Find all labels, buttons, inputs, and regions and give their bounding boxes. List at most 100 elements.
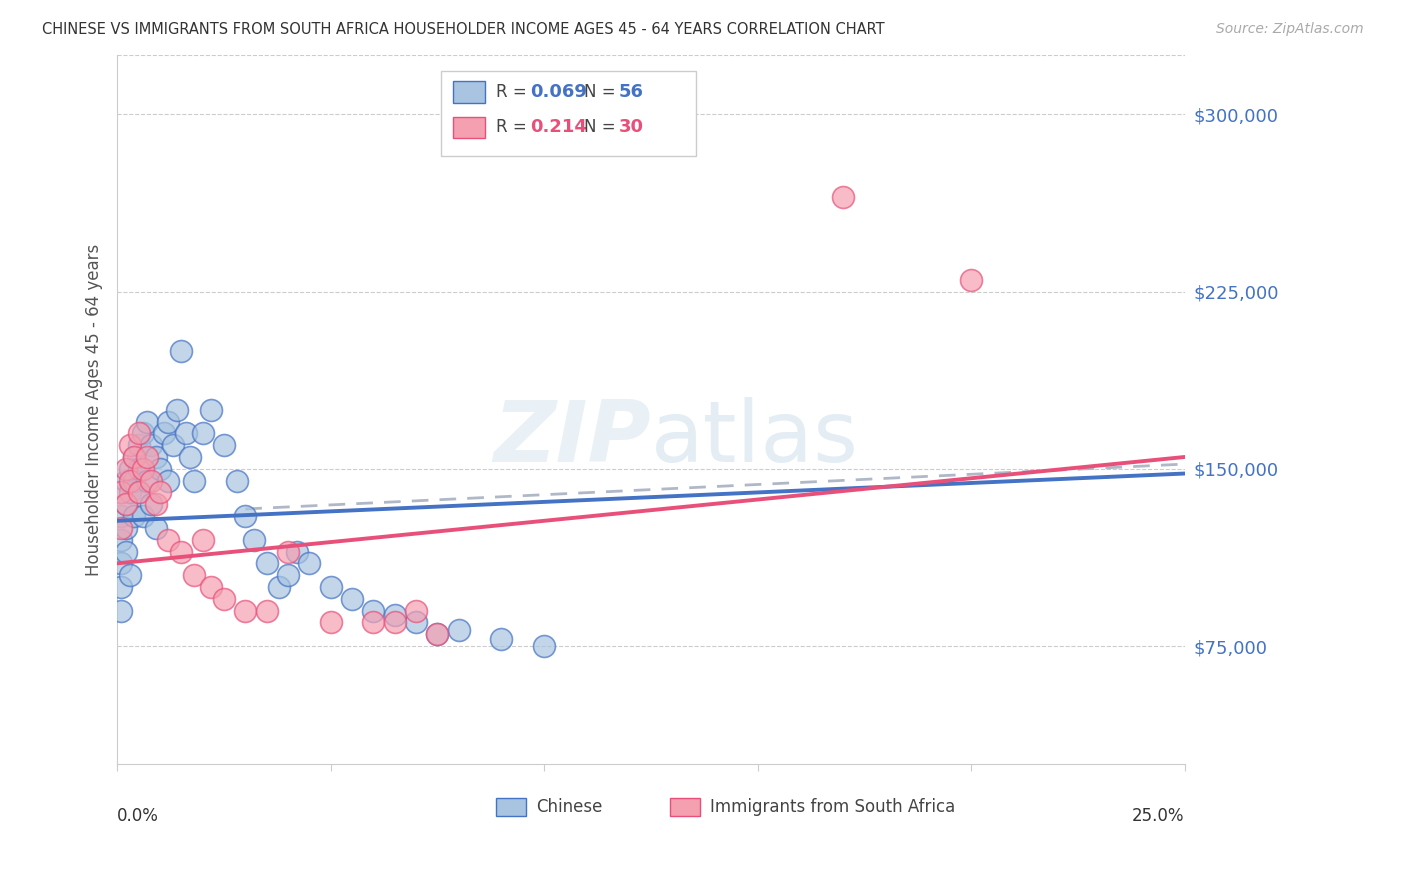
- Point: [491, 632, 513, 646]
- Point: [118, 568, 141, 582]
- Point: [157, 533, 180, 547]
- Point: [319, 580, 342, 594]
- Point: [285, 544, 308, 558]
- Text: N =: N =: [583, 119, 620, 136]
- Point: [118, 462, 141, 476]
- Point: [162, 438, 184, 452]
- Point: [110, 521, 132, 535]
- Point: [118, 438, 141, 452]
- Point: [363, 604, 385, 618]
- Point: [141, 474, 163, 488]
- Point: [256, 557, 278, 571]
- Point: [114, 544, 136, 558]
- FancyBboxPatch shape: [440, 71, 696, 156]
- Text: 25.0%: 25.0%: [1132, 807, 1185, 825]
- Point: [114, 497, 136, 511]
- Point: [157, 474, 180, 488]
- FancyBboxPatch shape: [454, 81, 485, 103]
- Point: [384, 615, 406, 630]
- Text: R =: R =: [496, 119, 531, 136]
- Point: [233, 604, 256, 618]
- Point: [122, 509, 145, 524]
- Point: [319, 615, 342, 630]
- Point: [405, 615, 427, 630]
- Text: CHINESE VS IMMIGRANTS FROM SOUTH AFRICA HOUSEHOLDER INCOME AGES 45 - 64 YEARS CO: CHINESE VS IMMIGRANTS FROM SOUTH AFRICA …: [42, 22, 884, 37]
- Point: [183, 568, 205, 582]
- Point: [132, 462, 155, 476]
- Point: [141, 438, 163, 452]
- Text: 0.214: 0.214: [530, 119, 588, 136]
- Point: [110, 509, 132, 524]
- Point: [145, 450, 167, 464]
- Point: [191, 533, 214, 547]
- Point: [149, 485, 172, 500]
- Text: Source: ZipAtlas.com: Source: ZipAtlas.com: [1216, 22, 1364, 37]
- Point: [960, 273, 983, 287]
- Point: [170, 544, 193, 558]
- Text: ZIP: ZIP: [494, 397, 651, 480]
- Point: [136, 415, 159, 429]
- Point: [110, 580, 132, 594]
- Text: N =: N =: [583, 83, 620, 101]
- Point: [114, 474, 136, 488]
- Text: Immigrants from South Africa: Immigrants from South Africa: [710, 797, 955, 816]
- Point: [200, 402, 222, 417]
- Point: [145, 521, 167, 535]
- Point: [191, 426, 214, 441]
- Point: [233, 509, 256, 524]
- Point: [243, 533, 266, 547]
- Point: [170, 343, 193, 358]
- Text: 0.069: 0.069: [530, 83, 588, 101]
- Point: [179, 450, 201, 464]
- Point: [132, 509, 155, 524]
- Point: [225, 474, 247, 488]
- Point: [132, 426, 155, 441]
- Point: [118, 474, 141, 488]
- Point: [122, 450, 145, 464]
- Point: [212, 591, 235, 606]
- Point: [136, 474, 159, 488]
- Point: [149, 462, 172, 476]
- Point: [136, 450, 159, 464]
- Point: [110, 557, 132, 571]
- Point: [340, 591, 363, 606]
- Point: [114, 521, 136, 535]
- Point: [128, 438, 150, 452]
- Point: [128, 485, 150, 500]
- Point: [298, 557, 321, 571]
- Text: 56: 56: [619, 83, 644, 101]
- Text: 0.0%: 0.0%: [117, 807, 159, 825]
- Point: [166, 402, 188, 417]
- Point: [122, 474, 145, 488]
- Point: [153, 426, 176, 441]
- Point: [426, 627, 449, 641]
- Point: [200, 580, 222, 594]
- Point: [212, 438, 235, 452]
- Point: [128, 462, 150, 476]
- Text: 30: 30: [619, 119, 644, 136]
- FancyBboxPatch shape: [496, 798, 526, 816]
- Point: [145, 497, 167, 511]
- Y-axis label: Householder Income Ages 45 - 64 years: Householder Income Ages 45 - 64 years: [86, 244, 103, 576]
- Point: [141, 497, 163, 511]
- Point: [114, 462, 136, 476]
- Text: R =: R =: [496, 83, 531, 101]
- Point: [277, 544, 299, 558]
- FancyBboxPatch shape: [671, 798, 700, 816]
- Point: [426, 627, 449, 641]
- Point: [363, 615, 385, 630]
- Point: [157, 415, 180, 429]
- Point: [447, 623, 470, 637]
- Point: [128, 485, 150, 500]
- Point: [128, 426, 150, 441]
- Point: [114, 497, 136, 511]
- FancyBboxPatch shape: [454, 117, 485, 138]
- Point: [110, 604, 132, 618]
- Point: [183, 474, 205, 488]
- Point: [405, 604, 427, 618]
- Text: Chinese: Chinese: [536, 797, 602, 816]
- Point: [533, 639, 555, 653]
- Point: [118, 485, 141, 500]
- Point: [384, 608, 406, 623]
- Point: [110, 485, 132, 500]
